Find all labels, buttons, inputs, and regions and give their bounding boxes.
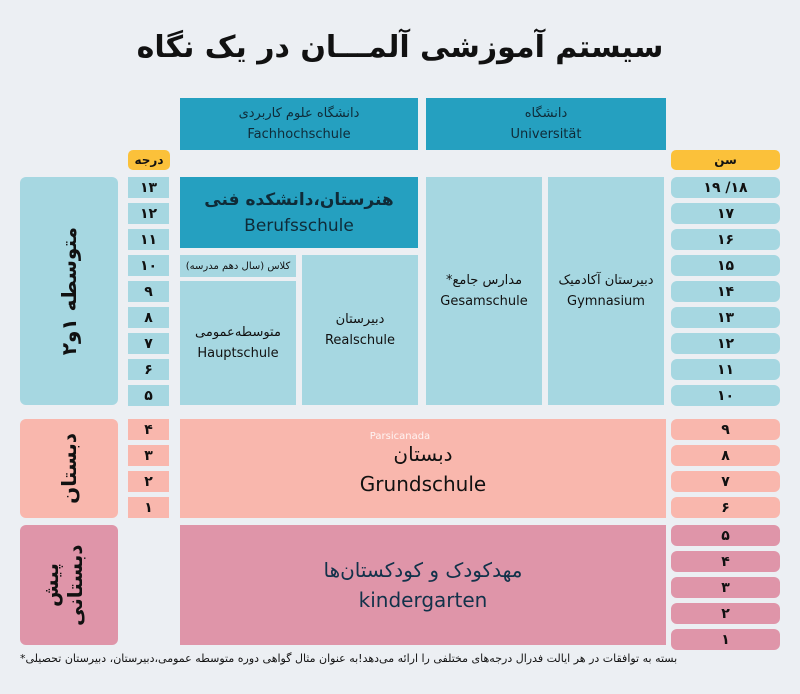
university-box: دانشگاه Universität	[426, 98, 666, 150]
gymnasium-box: دبیرستان آکادمیک Gymnasium	[548, 177, 664, 405]
secondary-label-box: متوسطه ۱و۲	[20, 177, 118, 405]
age-cell: ۵	[671, 525, 780, 546]
watermark-logo: Parsicanada	[340, 428, 460, 444]
beruf-fa: هنرستان،دانشکده فنی	[204, 189, 394, 210]
age-cell: ۹	[671, 419, 780, 440]
grade-cell: ۹	[128, 281, 169, 302]
real-fa: دبیرستان	[335, 312, 385, 327]
grade-cell: ۴	[128, 419, 169, 440]
hauptschule-box: متوسطه‌عمومی Hauptschule	[180, 281, 296, 405]
grund-fa: دبستان	[393, 441, 453, 466]
age-cell: ۱۰	[671, 385, 780, 406]
preschool-label-box: پیش دبستانی	[20, 525, 118, 645]
beruf-de: Berufsschule	[244, 215, 354, 236]
age-cell: ۱۲	[671, 333, 780, 354]
realschule-box: دبیرستان Realschule	[302, 255, 418, 405]
age-cell: ۱۷	[671, 203, 780, 224]
grade-cell: ۶	[128, 359, 169, 380]
age-cell: ۱۴	[671, 281, 780, 302]
page-title: سیستم آموزشی آلمـــان در یک نگاه	[136, 29, 664, 65]
watermark-text: Parsicanada	[369, 430, 431, 442]
grade-cell: ۵	[128, 385, 169, 406]
gesamtschule-box: مدارس جامع* Gesamschule	[426, 177, 542, 405]
real-de: Realschule	[324, 333, 396, 348]
class-note: کلاس (سال دهم مدرسه)	[180, 255, 296, 277]
preschool-label: پیش دبستانی	[39, 544, 87, 626]
grade-cell: ۸	[128, 307, 169, 328]
age-cell: ۱	[671, 629, 780, 650]
gym-de: Gymnasium	[567, 294, 645, 309]
grade-cell: ۱۱	[128, 229, 169, 250]
primary-label-box: دبستان	[20, 419, 118, 518]
grade-cell: ۲	[128, 471, 169, 492]
age-cell: ۴	[671, 551, 780, 572]
footnote: بسته به توافقات در هر ایالت فدرال درجه‌ه…	[20, 652, 678, 665]
age-cell: ۱۶	[671, 229, 780, 250]
gesamt-de: Gesamschule	[440, 294, 528, 309]
grade-cell: ۱۲	[128, 203, 169, 224]
secondary-label: متوسطه ۱و۲	[57, 226, 81, 356]
age-cell: ۱۳	[671, 307, 780, 328]
grade-cell: ۱	[128, 497, 169, 518]
fh-fa: دانشگاه علوم کاربردی	[238, 106, 360, 121]
grade-cell: ۳	[128, 445, 169, 466]
age-cell: ۱۵	[671, 255, 780, 276]
haupt-fa: متوسطه‌عمومی	[195, 325, 281, 340]
fh-de: Fachhochschule	[247, 127, 351, 142]
grade-cell: ۱۳	[128, 177, 169, 198]
kinder-de: kindergarten	[358, 588, 488, 612]
kinder-fa: مهدکودک و کودکستان‌ها	[323, 558, 523, 582]
gym-fa: دبیرستان آکادمیک	[558, 273, 654, 288]
age-header: سن	[671, 150, 780, 170]
primary-label: دبستان	[57, 433, 81, 504]
grade-cell: ۱۰	[128, 255, 169, 276]
gesamt-fa: مدارس جامع*	[445, 273, 523, 288]
age-cell: ۳	[671, 577, 780, 598]
age-cell: ۸	[671, 445, 780, 466]
grund-de: Grundschule	[359, 471, 487, 496]
kindergarten-box: مهدکودک و کودکستان‌ها kindergarten	[180, 525, 666, 645]
grundschule-box: دبستان Grundschule	[180, 419, 666, 518]
grade-cell: ۷	[128, 333, 169, 354]
berufsschule-box: هنرستان،دانشکده فنی Berufsschule	[180, 177, 418, 248]
uni-fa: دانشگاه	[524, 106, 568, 121]
grade-header: درجه	[128, 150, 170, 170]
age-cell: ۲	[671, 603, 780, 624]
age-cell: ۷	[671, 471, 780, 492]
age-cell: ۱۹ /۱۸	[671, 177, 780, 198]
age-cell: ۱۱	[671, 359, 780, 380]
age-cell: ۶	[671, 497, 780, 518]
haupt-de: Hauptschule	[197, 346, 279, 361]
uni-de: Universität	[510, 127, 582, 142]
fachhochschule-box: دانشگاه علوم کاربردی Fachhochschule	[180, 98, 418, 150]
